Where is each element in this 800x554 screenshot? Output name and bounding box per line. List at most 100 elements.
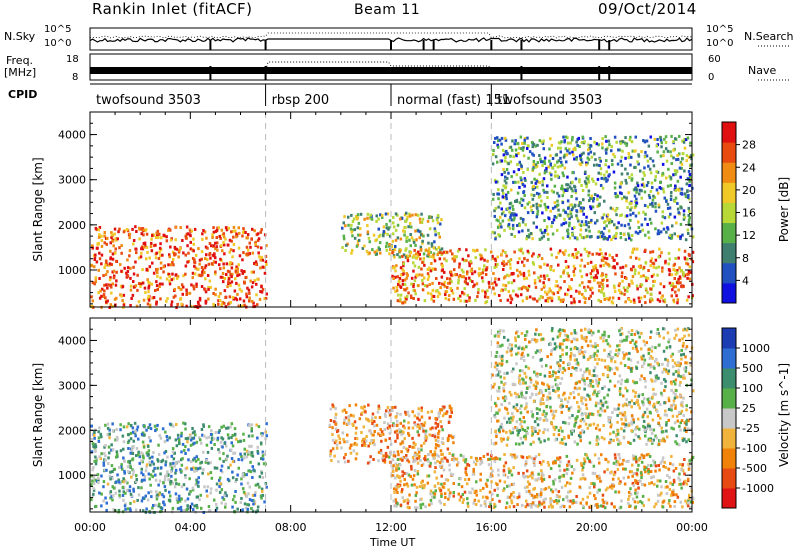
velocity-cell bbox=[355, 426, 358, 430]
power-cell bbox=[128, 254, 131, 258]
power-cell bbox=[240, 289, 243, 293]
power-cell bbox=[191, 271, 195, 275]
power-cell bbox=[563, 252, 566, 256]
power-cell bbox=[420, 267, 423, 271]
power-cell bbox=[132, 280, 135, 283]
power-cell bbox=[493, 209, 496, 213]
power-cell bbox=[182, 285, 185, 289]
power-cell bbox=[137, 300, 141, 304]
velocity-cell bbox=[184, 422, 187, 426]
power-cell bbox=[503, 196, 506, 200]
velocity-cell bbox=[189, 443, 193, 447]
velocity-cell bbox=[129, 451, 132, 455]
velocity-cell bbox=[188, 492, 191, 496]
velocity-cell bbox=[133, 421, 137, 425]
power-cell bbox=[209, 256, 212, 260]
power-cell bbox=[366, 212, 370, 216]
velocity-cell bbox=[205, 436, 208, 440]
velocity-cell bbox=[152, 451, 155, 455]
velocity-cell bbox=[368, 460, 372, 464]
velocity-cell bbox=[599, 504, 603, 508]
power-cell bbox=[674, 290, 677, 294]
power-cell bbox=[613, 223, 616, 227]
power-cell bbox=[534, 163, 538, 167]
power-cell bbox=[136, 288, 139, 292]
power-cell bbox=[558, 288, 561, 292]
power-cell bbox=[198, 298, 202, 302]
power-cell bbox=[432, 256, 436, 260]
power-cell bbox=[487, 280, 491, 284]
power-cell bbox=[462, 275, 466, 279]
power-cell bbox=[515, 154, 518, 158]
velocity-cell bbox=[173, 485, 177, 489]
velocity-cell bbox=[107, 445, 111, 449]
power-cell bbox=[649, 264, 652, 268]
power-cell bbox=[369, 213, 372, 217]
power-cell bbox=[241, 271, 244, 275]
velocity-cell bbox=[559, 460, 562, 464]
power-cell bbox=[630, 177, 634, 181]
velocity-cell bbox=[504, 381, 507, 385]
power-cell bbox=[560, 187, 563, 191]
power-cell bbox=[457, 275, 461, 279]
velocity-cell bbox=[162, 495, 166, 499]
power-cell bbox=[602, 292, 606, 296]
velocity-cell bbox=[629, 487, 632, 491]
velocity-cell bbox=[234, 500, 237, 504]
power-cell bbox=[253, 262, 256, 265]
power-cell bbox=[223, 252, 226, 256]
power-cell bbox=[563, 217, 566, 221]
power-cell bbox=[261, 287, 265, 291]
power-cell bbox=[231, 296, 235, 299]
power-cell bbox=[677, 277, 680, 281]
velocity-cell bbox=[237, 466, 240, 470]
velocity-cell bbox=[605, 400, 609, 404]
velocity-cell bbox=[112, 486, 116, 490]
power-cell bbox=[647, 164, 650, 168]
power-cell bbox=[679, 192, 683, 196]
power-cell bbox=[148, 256, 151, 260]
power-cell bbox=[152, 233, 155, 237]
velocity-cell bbox=[511, 431, 514, 435]
velocity-cell bbox=[367, 419, 371, 423]
velocity-cell bbox=[462, 455, 465, 459]
power-cell bbox=[501, 261, 504, 265]
power-cell bbox=[165, 299, 168, 303]
power-cell bbox=[460, 268, 464, 272]
power-cell bbox=[635, 197, 638, 201]
power-cell bbox=[251, 281, 255, 285]
velocity-cell bbox=[493, 502, 496, 506]
velocity-cell bbox=[243, 447, 246, 451]
velocity-cell bbox=[145, 463, 149, 467]
power-cell bbox=[676, 269, 679, 272]
power-cell bbox=[109, 283, 112, 287]
power-cell bbox=[507, 162, 510, 166]
power-cell bbox=[631, 250, 634, 254]
velocity-cell bbox=[561, 504, 564, 508]
power-cell bbox=[578, 283, 582, 287]
power-cell bbox=[409, 294, 413, 298]
power-cell bbox=[493, 292, 496, 296]
velocity-cell bbox=[674, 393, 677, 396]
power-cell bbox=[404, 288, 407, 292]
power-cell bbox=[419, 220, 422, 224]
velocity-cell bbox=[464, 458, 468, 462]
power-cell bbox=[571, 232, 574, 236]
power-cell bbox=[530, 180, 533, 184]
velocity-cell bbox=[643, 483, 647, 487]
power-cell bbox=[104, 263, 107, 267]
power-cell bbox=[568, 236, 572, 240]
velocity-cell bbox=[162, 501, 165, 505]
power-cell bbox=[220, 244, 223, 248]
velocity-cell bbox=[260, 496, 263, 500]
power-cell bbox=[467, 254, 470, 258]
power-cell bbox=[263, 271, 267, 275]
power-cell bbox=[521, 229, 524, 233]
velocity-cell bbox=[388, 424, 391, 428]
power-cell bbox=[100, 234, 103, 238]
power-cell bbox=[685, 154, 689, 158]
power-cell bbox=[208, 242, 212, 245]
velocity-cell bbox=[392, 464, 395, 468]
velocity-cell bbox=[395, 488, 398, 492]
power-cell bbox=[543, 159, 546, 163]
